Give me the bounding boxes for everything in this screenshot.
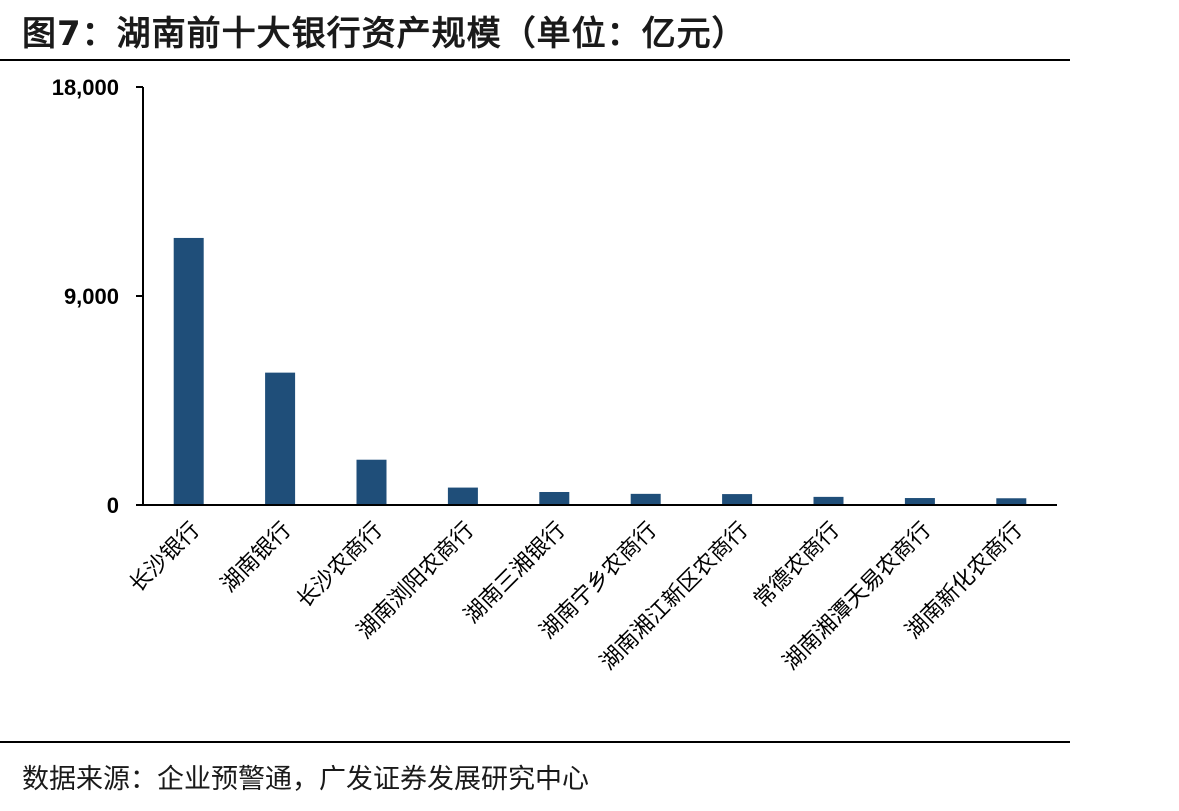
bar [813,496,844,505]
bar [173,237,204,505]
bar [265,372,296,505]
source-divider [0,741,1070,743]
bar [630,493,661,505]
title-divider [0,59,1070,61]
bar [722,494,753,505]
page-title: 图7：湖南前十大银行资产规模（单位：亿元） [22,14,747,54]
x-axis-category-labels: 长沙银行 湖南银行长沙农商行湖南浏阳农商行湖南三湘银行湖南宁乡农商行湖南湘江新区农… [125,518,1028,676]
bar [447,487,478,505]
x-category-label: 长沙农商行 [292,518,387,613]
x-category-label: 常德农商行 [749,518,844,613]
x-category-label: 湖南银行 [216,518,296,598]
bars [173,237,1027,505]
axes [142,87,1057,506]
bar [996,498,1027,505]
bar [356,459,387,505]
y-tick-label: 18,000 [52,75,119,100]
y-tick-label: 0 [107,493,119,518]
y-axis-ticks: 0 9,000 18,000 [52,75,143,518]
source-note: 数据来源：企业预警通，广发证券发展研究中心 [22,764,589,795]
bar [904,498,935,505]
bar [539,491,570,505]
x-category-label: 长沙银行 [125,518,205,598]
y-tick-label: 9,000 [64,284,119,309]
